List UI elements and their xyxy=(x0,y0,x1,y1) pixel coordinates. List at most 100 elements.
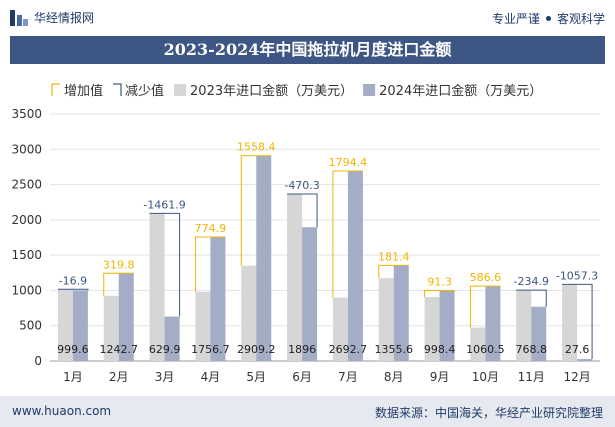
change-label: -470.3 xyxy=(284,179,319,192)
bar_2023-legend-swatch xyxy=(174,84,187,96)
bar-2023 xyxy=(562,284,578,361)
bar_2024-legend-swatch xyxy=(363,84,376,96)
value-label-2024: 27.6 xyxy=(565,343,590,356)
y-tick-label: 1000 xyxy=(11,283,42,297)
bar-2024 xyxy=(72,290,88,361)
change-label: 1794.4 xyxy=(329,156,368,169)
bar-2023 xyxy=(195,291,211,361)
chart-title: 2023-2024年中国拖拉机月度进口金额 xyxy=(163,40,452,59)
x-tick-label: 6月 xyxy=(292,370,312,384)
y-tick-label: 3500 xyxy=(11,107,42,121)
x-tick-label: 4月 xyxy=(201,370,221,384)
x-tick-label: 11月 xyxy=(518,370,545,384)
bar-2023 xyxy=(470,327,486,361)
bar-2024 xyxy=(439,290,455,361)
bar-2024 xyxy=(531,306,547,361)
change-label: -234.9 xyxy=(514,275,549,288)
bar-2024 xyxy=(485,286,501,361)
change-label: 319.8 xyxy=(103,258,135,271)
change-label: -1461.9 xyxy=(143,198,185,211)
slogan-right: 客观科学 xyxy=(556,12,605,26)
increase-legend-icon xyxy=(51,83,60,96)
change-label: 181.4 xyxy=(378,250,410,263)
value-label-2024: 629.9 xyxy=(149,343,181,356)
decrease-bracket xyxy=(57,288,89,291)
value-label-2024: 1756.7 xyxy=(191,343,230,356)
increase-bracket xyxy=(332,170,363,298)
value-label-2024: 2909.2 xyxy=(237,343,276,356)
slogan: 专业严谨 客观科学 xyxy=(492,10,605,27)
increase-bracket xyxy=(424,290,455,297)
value-label-2024: 2692.7 xyxy=(329,343,368,356)
bullet-icon xyxy=(545,16,551,21)
increase-bracket xyxy=(469,285,501,328)
x-tick-label: 10月 xyxy=(472,370,499,384)
change-label: 91.3 xyxy=(427,276,452,289)
change-label: 774.9 xyxy=(195,222,227,235)
footer-url[interactable]: www.huaon.com xyxy=(12,404,112,418)
y-tick-label: 2500 xyxy=(11,178,42,192)
legend-label: 2023年进口金额（万美元） xyxy=(190,83,353,99)
legend-label: 减少值 xyxy=(125,83,164,99)
value-label-2024: 1242.7 xyxy=(100,343,139,356)
bar-2024 xyxy=(118,273,134,361)
x-tick-label: 1月 xyxy=(63,370,83,384)
bar-2023 xyxy=(149,213,165,361)
bar-2023 xyxy=(57,289,73,361)
bar-2023 xyxy=(424,296,440,361)
slogan-left: 专业严谨 xyxy=(491,12,540,26)
bar-2024 xyxy=(577,359,593,361)
increase-bracket xyxy=(240,155,272,266)
x-tick-label: 5月 xyxy=(246,370,266,384)
value-label-2024: 1355.6 xyxy=(375,343,414,356)
bar-2023 xyxy=(378,278,394,361)
change-label: 1558.4 xyxy=(237,141,276,154)
x-tick-label: 9月 xyxy=(430,370,450,384)
x-tick-label: 2月 xyxy=(109,370,129,384)
bar-logo-icon xyxy=(10,9,28,26)
bar-2024 xyxy=(256,155,272,361)
bar-2024 xyxy=(210,237,226,361)
decrease-bracket xyxy=(287,193,318,228)
change-label: -16.9 xyxy=(59,274,87,287)
decrease-legend-icon xyxy=(113,83,122,96)
value-label-2024: 1060.5 xyxy=(466,343,505,356)
bar-2024 xyxy=(393,265,409,361)
change-label: 586.6 xyxy=(470,271,502,284)
top-bar: 华经情报网 专业严谨 客观科学 xyxy=(0,0,615,36)
bar-2024 xyxy=(164,316,180,361)
bar-2023 xyxy=(516,290,532,361)
value-label-2024: 999.6 xyxy=(57,343,89,356)
value-label-2024: 998.4 xyxy=(424,343,456,356)
y-tick-label: 2000 xyxy=(11,213,42,227)
title-bar: 2023-2024年中国拖拉机月度进口金额 xyxy=(10,36,605,64)
decrease-bracket xyxy=(516,289,547,307)
decrease-bracket xyxy=(562,283,593,360)
bar-2023 xyxy=(332,297,348,361)
change-label: -1057.3 xyxy=(556,269,598,282)
x-tick-label: 12月 xyxy=(563,370,590,384)
legend-label: 增加值 xyxy=(64,83,103,99)
value-label-2024: 1896 xyxy=(288,343,316,356)
x-tick-label: 7月 xyxy=(338,370,358,384)
footer: www.huaon.com 数据来源：中国海关，华经产业研究院整理 xyxy=(0,396,615,427)
increase-bracket xyxy=(103,272,134,296)
decrease-bracket xyxy=(149,212,181,317)
y-tick-label: 0 xyxy=(34,354,42,368)
legend-label: 2024年进口金额（万美元） xyxy=(379,83,542,99)
bar-2023 xyxy=(287,194,303,361)
bar-2023 xyxy=(241,265,257,361)
y-tick-label: 3000 xyxy=(11,142,42,156)
footer-source: 数据来源：中国海关，华经产业研究院整理 xyxy=(374,406,603,420)
bar-2024 xyxy=(347,170,363,361)
increase-bracket xyxy=(194,236,226,292)
y-tick-label: 1500 xyxy=(11,248,42,262)
bar-2024 xyxy=(302,227,318,361)
x-tick-label: 3月 xyxy=(155,370,175,384)
bar-2023 xyxy=(103,295,119,361)
brand-logo[interactable]: 华经情报网 xyxy=(10,9,94,26)
value-label-2024: 768.8 xyxy=(516,343,548,356)
brand-name: 华经情报网 xyxy=(34,11,95,25)
chart-area: 0 500 1000 1500 2000 2500 3000 3500 -16.9 999.6 1月… xyxy=(11,83,600,384)
